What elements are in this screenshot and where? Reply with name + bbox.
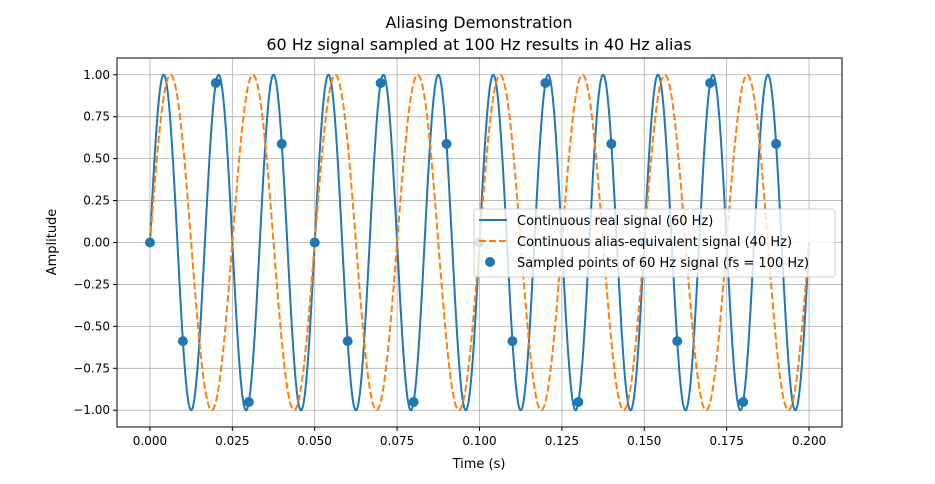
sample-point bbox=[540, 77, 551, 88]
legend-label-real: Continuous real signal (60 Hz) bbox=[517, 214, 713, 229]
x-tick-label: 0.000 bbox=[133, 434, 167, 448]
sample-point bbox=[309, 237, 320, 248]
sample-point bbox=[771, 138, 782, 149]
sample-point bbox=[210, 77, 221, 88]
sample-point bbox=[672, 336, 683, 347]
sample-point bbox=[705, 77, 716, 88]
x-tick-label: 0.150 bbox=[627, 434, 661, 448]
chart-subtitle: 60 Hz signal sampled at 100 Hz results i… bbox=[266, 35, 691, 54]
sample-point bbox=[573, 397, 584, 408]
y-tick-label: 0.00 bbox=[83, 236, 110, 250]
y-tick-label: 0.50 bbox=[83, 152, 110, 166]
legend-label-alias: Continuous alias-equivalent signal (40 H… bbox=[517, 235, 792, 250]
y-tick-label: −0.50 bbox=[73, 319, 110, 333]
x-tick-label: 0.125 bbox=[545, 434, 579, 448]
sample-point bbox=[606, 138, 617, 149]
y-tick-label: 0.75 bbox=[83, 110, 110, 124]
y-tick-label: −0.25 bbox=[73, 277, 110, 291]
sample-point bbox=[177, 336, 188, 347]
y-tick-label: −0.75 bbox=[73, 361, 110, 375]
x-tick-label: 0.050 bbox=[298, 434, 332, 448]
x-tick-label: 0.075 bbox=[380, 434, 414, 448]
sample-point bbox=[408, 397, 419, 408]
legend-label-samples: Sampled points of 60 Hz signal (fs = 100… bbox=[517, 256, 809, 271]
sample-point bbox=[441, 138, 452, 149]
y-tick-label: −1.00 bbox=[73, 403, 110, 417]
legend-box bbox=[473, 208, 836, 278]
sample-point bbox=[738, 397, 749, 408]
sample-point bbox=[243, 397, 254, 408]
sample-point bbox=[375, 77, 386, 88]
series-line-alias-40hz bbox=[148, 73, 811, 412]
y-tick-label: 1.00 bbox=[83, 68, 110, 82]
sample-point bbox=[276, 138, 287, 149]
chart-title: Aliasing Demonstration bbox=[385, 13, 572, 32]
y-tick-label: 0.25 bbox=[83, 194, 110, 208]
sample-point bbox=[507, 336, 518, 347]
x-tick-label: 0.100 bbox=[462, 434, 496, 448]
ticks: 0.000 0.025 0.050 0.075 0.100 0.125 0.150 0.175… bbox=[73, 68, 826, 448]
x-tick-label: 0.200 bbox=[792, 434, 826, 448]
y-axis-label: Amplitude bbox=[45, 209, 60, 276]
x-tick-label: 0.175 bbox=[709, 434, 743, 448]
sample-point bbox=[342, 336, 353, 347]
sample-point bbox=[144, 237, 155, 248]
x-axis-label: Time (s) bbox=[452, 457, 506, 472]
legend-swatch-samples bbox=[485, 257, 495, 267]
legend: Continuous real signal (60 Hz) Continuou… bbox=[473, 208, 836, 278]
x-tick-label: 0.025 bbox=[215, 434, 249, 448]
